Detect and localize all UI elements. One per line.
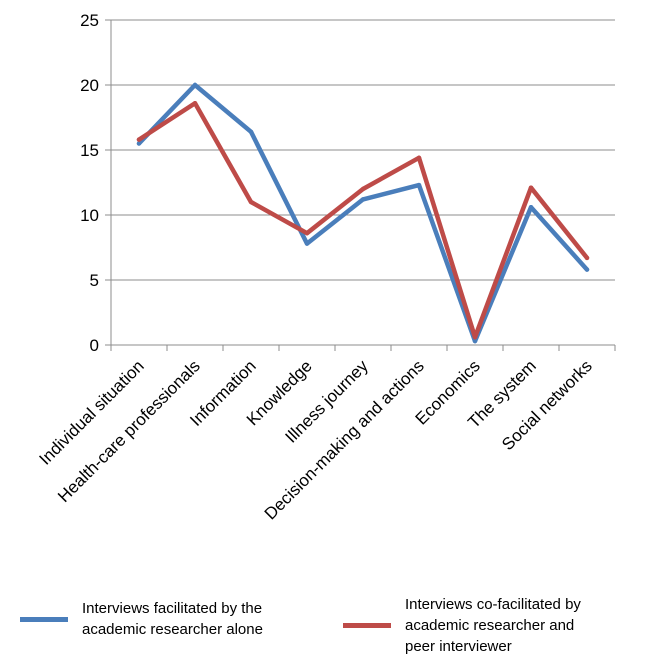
data-point-s2-3 [248, 199, 254, 205]
legend-swatch-series-1 [20, 616, 68, 622]
data-point-s2-6 [416, 155, 422, 160]
data-point-s2-1 [136, 137, 142, 142]
data-point-s1-7 [472, 338, 478, 344]
legend-swatch-series-2 [343, 623, 391, 628]
y-tick-label: 5 [90, 271, 99, 290]
legend-label-series-1: Interviews facilitated by the academic r… [82, 600, 263, 638]
data-point-s1-8 [528, 205, 534, 210]
data-point-s2-9 [584, 255, 590, 261]
legend-label-series-2: Interviews co-facilitated by academic re… [405, 596, 581, 655]
data-point-s1-6 [416, 182, 422, 188]
line-chart: 0 5 10 15 20 25 Individual situationHealth-ca… [35, 11, 616, 524]
data-point-s2-4 [304, 231, 310, 236]
data-point-s1-2 [192, 82, 198, 88]
data-point-s2-7 [472, 335, 478, 340]
data-point-s1-9 [584, 267, 590, 272]
data-point-s1-4 [304, 241, 310, 246]
y-tick-label: 25 [80, 11, 99, 30]
y-tick-label: 15 [80, 141, 99, 160]
axes [105, 19, 616, 351]
data-point-s2-5 [360, 186, 366, 192]
x-tick-label: Individual situation [35, 356, 147, 468]
y-tick-label: 10 [80, 206, 99, 225]
series-line-2 [136, 100, 590, 340]
data-point-s2-2 [192, 101, 198, 106]
data-point-s2-8 [528, 185, 534, 190]
legend-item-series-2: Interviews co-facilitated by academic re… [343, 594, 581, 657]
gridlines [111, 19, 615, 281]
y-tick-label: 0 [90, 336, 99, 355]
data-point-s1-1 [136, 141, 142, 146]
data-point-s1-5 [360, 197, 366, 202]
series-lines [136, 82, 590, 344]
y-tick-labels: 0 5 10 15 20 25 [80, 11, 99, 355]
legend-item-series-1: Interviews facilitated by the academic r… [20, 598, 263, 640]
legend: Interviews facilitated by the academic r… [0, 590, 645, 661]
y-tick-label: 20 [80, 76, 99, 95]
data-point-s1-3 [248, 129, 254, 134]
